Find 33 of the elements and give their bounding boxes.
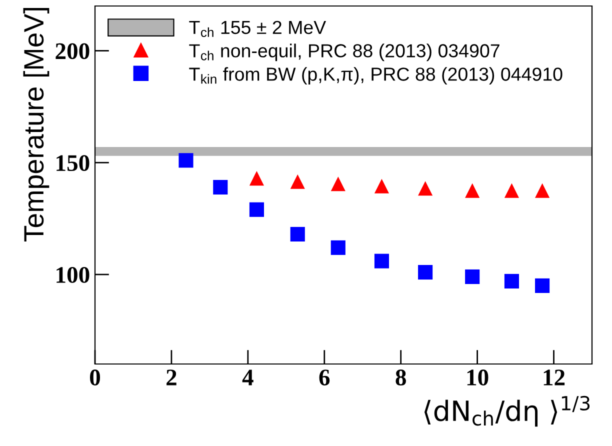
y-tick-label: 100 <box>56 266 90 283</box>
point <box>290 226 305 242</box>
point <box>465 269 480 284</box>
point <box>504 274 519 288</box>
point <box>374 178 390 194</box>
x-tick-label: 0 <box>90 370 100 386</box>
point <box>330 240 346 255</box>
point <box>249 171 264 186</box>
point <box>465 183 480 198</box>
x-axis-title: ⟨dN$_{ch}$/dη ⟩$^{1/3}$ <box>424 396 590 427</box>
point <box>418 181 433 196</box>
legend-label: T$_{ch}$ non-equil, PRC 88 (2013) 034907 <box>189 44 500 62</box>
point <box>418 264 433 280</box>
point <box>178 153 194 168</box>
point <box>330 176 346 192</box>
x-tick-label: 6 <box>319 370 330 386</box>
legend-label: T$_{kin}$ from BW (p,K,π), PRC 88 (2013) 044910 <box>189 67 562 85</box>
x-tick-label: 4 <box>242 370 254 386</box>
legend-label: T$_{ch}$ 155 ± 2 MeV <box>189 20 326 38</box>
point <box>535 278 550 293</box>
point <box>213 180 228 195</box>
x-tick-label: 8 <box>396 370 406 386</box>
point <box>374 254 390 268</box>
point <box>249 202 264 217</box>
y-axis-title: Temperature [MeV] <box>23 8 50 242</box>
y-tick-label: 150 <box>56 155 90 172</box>
x-tick-label: 12 <box>544 370 565 386</box>
x-tick-label: 2 <box>166 370 176 386</box>
point <box>504 183 519 198</box>
x-tick-label: 10 <box>467 370 488 386</box>
point <box>290 174 305 189</box>
point <box>535 183 550 198</box>
y-tick-label: 200 <box>56 43 90 60</box>
